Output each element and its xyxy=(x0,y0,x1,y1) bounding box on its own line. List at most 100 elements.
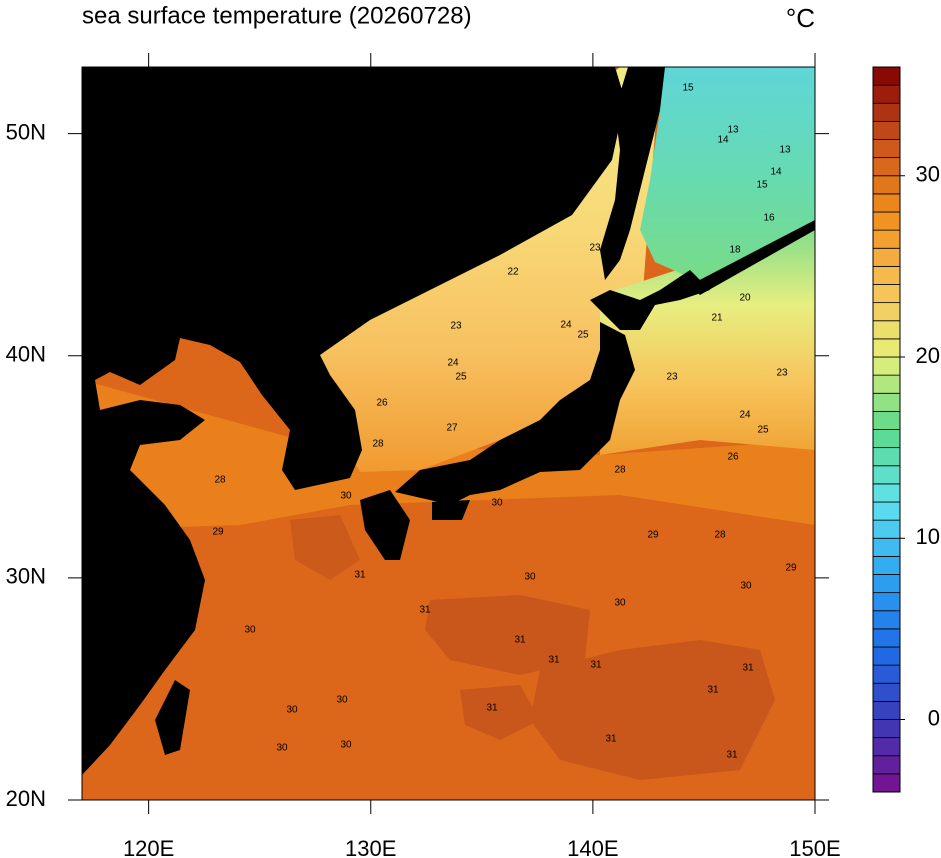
colorbar-box xyxy=(872,284,901,304)
contour-label: 24 xyxy=(447,358,459,369)
unit: °C xyxy=(786,3,815,33)
colorbar-box xyxy=(872,465,901,485)
colorbar-box xyxy=(872,574,901,594)
colorbar-box xyxy=(872,338,901,358)
y-tick-label: 30N xyxy=(6,564,46,589)
contour-label: 25 xyxy=(577,330,589,341)
sea-north-pacific xyxy=(600,225,815,455)
y-tick-label: 40N xyxy=(6,342,46,367)
contour-label: 30 xyxy=(276,743,288,754)
x-tick-label: 120E xyxy=(123,836,174,858)
colorbar-box xyxy=(872,139,901,159)
colorbar-box xyxy=(872,302,901,322)
contour-label: 13 xyxy=(727,125,739,136)
contour-label: 24 xyxy=(739,410,751,421)
contour-label: 23 xyxy=(666,372,678,383)
contour-label: 28 xyxy=(614,465,626,476)
sea-okhotsk xyxy=(640,67,815,282)
colorbar-box xyxy=(872,555,901,575)
colorbar-frame xyxy=(872,66,901,793)
colorbar-tick-label: 0 xyxy=(928,705,940,730)
contour-label: 31 xyxy=(354,570,366,581)
contour-label: 31 xyxy=(486,703,498,714)
colorbar-box xyxy=(872,646,901,666)
contour-label: 30 xyxy=(740,581,752,592)
colorbar-box xyxy=(872,773,901,793)
contour-label: 16 xyxy=(763,213,775,224)
map-frame xyxy=(81,66,816,801)
contour-label: 15 xyxy=(756,180,768,191)
colorbar-box xyxy=(872,374,901,394)
contour-label: 31 xyxy=(605,734,617,745)
colorbar-box xyxy=(872,320,901,340)
colorbar-tick-label: 30 xyxy=(916,162,940,187)
colorbar-tick-label: 20 xyxy=(916,343,940,368)
land xyxy=(82,67,815,775)
contour-label: 29 xyxy=(785,563,797,574)
colorbar-box xyxy=(872,265,901,285)
contour-label: 15 xyxy=(682,83,694,94)
colorbar-box xyxy=(872,193,901,213)
contour-label: 30 xyxy=(614,598,626,609)
colorbar-box xyxy=(872,700,901,720)
contour-label: 29 xyxy=(647,530,659,541)
contour-label: 30 xyxy=(491,498,503,509)
contour-label: 27 xyxy=(446,423,458,434)
contour-label: 22 xyxy=(507,267,519,278)
map-area: 1513141314151618202122232324252425262728… xyxy=(82,67,815,800)
colorbar-box xyxy=(872,628,901,648)
contour-label: 26 xyxy=(376,398,388,409)
colorbar-box xyxy=(872,664,901,684)
contour-label: 23 xyxy=(776,368,788,379)
sea-hot-patch xyxy=(460,685,540,740)
contour-label: 14 xyxy=(770,167,782,178)
contour-label: 28 xyxy=(372,439,384,450)
contour-label: 31 xyxy=(707,685,719,696)
contour-label: 30 xyxy=(244,625,256,636)
contour-label: 18 xyxy=(729,245,741,256)
contour-label: 13 xyxy=(779,145,791,156)
contour-label: 24 xyxy=(560,320,572,331)
contour-label: 31 xyxy=(514,635,526,646)
x-tick-label: 130E xyxy=(345,836,396,858)
colorbar-box xyxy=(872,211,901,231)
contour-label: 30 xyxy=(340,491,352,502)
colorbar-box xyxy=(872,501,901,521)
contour-label: 21 xyxy=(711,313,723,324)
contour-label: 31 xyxy=(590,660,602,671)
colorbar-box xyxy=(872,356,901,376)
colorbar-box xyxy=(872,610,901,630)
colorbar-box xyxy=(872,102,901,122)
colorbar-tick-label: 10 xyxy=(916,524,940,549)
contour-label: 25 xyxy=(455,372,467,383)
colorbar-box xyxy=(872,537,901,557)
colorbar-box xyxy=(872,157,901,177)
contour-label: 26 xyxy=(727,452,739,463)
x-tick-label: 150E xyxy=(789,836,840,858)
contour-label: 31 xyxy=(548,655,560,666)
colorbar-box xyxy=(872,755,901,775)
colorbar-box xyxy=(872,719,901,739)
contour-label: 20 xyxy=(739,293,751,304)
contour-label: 30 xyxy=(340,740,352,751)
contour-labels: 1513141314151618202122232324252425262728… xyxy=(212,83,797,761)
contour-label: 28 xyxy=(214,475,226,486)
colorbar-box xyxy=(872,737,901,757)
colorbar-box xyxy=(872,175,901,195)
contour-label: 23 xyxy=(450,321,462,332)
title: sea surface temperature (20260728) xyxy=(82,2,472,29)
contour-label: 25 xyxy=(757,425,769,436)
colorbar-box xyxy=(872,229,901,249)
y-tick-label: 20N xyxy=(6,786,46,811)
colorbar-box xyxy=(872,682,901,702)
contour-label: 14 xyxy=(717,135,729,146)
contour-label: 23 xyxy=(589,243,601,254)
colorbar-box xyxy=(872,410,901,430)
colorbar-box xyxy=(872,84,901,104)
x-tick-label: 140E xyxy=(567,836,618,858)
contour-label: 31 xyxy=(419,605,431,616)
sea-hot-patch xyxy=(425,595,590,675)
colorbar: 0 10 20 30 xyxy=(872,66,940,793)
colorbar-box xyxy=(872,247,901,267)
